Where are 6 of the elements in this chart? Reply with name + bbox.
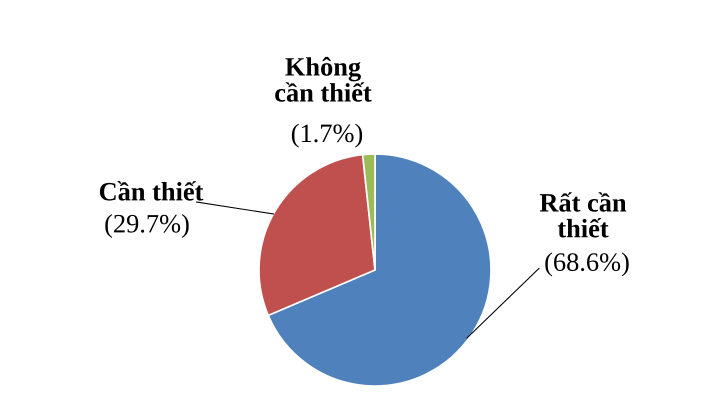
slice-label: Rất cần thiết bbox=[540, 192, 626, 238]
slice-label: Không cần thiết bbox=[275, 56, 372, 102]
data-label: (68.6%) bbox=[545, 252, 629, 276]
slice-label: Cần thiết bbox=[100, 181, 204, 201]
data-label: (1.7%) bbox=[292, 124, 362, 148]
data-label: (29.7%) bbox=[105, 214, 189, 238]
